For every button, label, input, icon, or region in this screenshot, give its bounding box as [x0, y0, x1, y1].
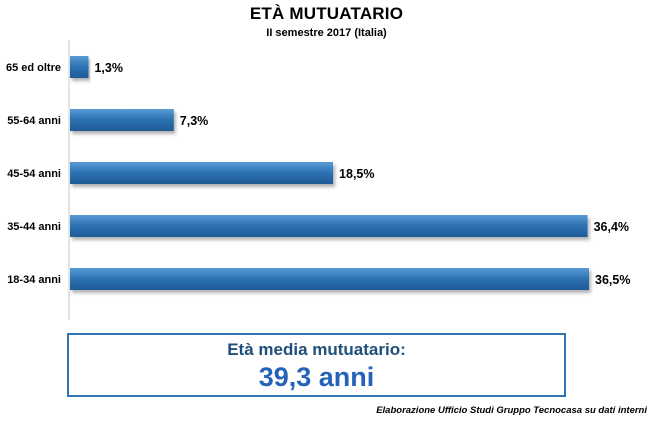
bar-18-34-anni [70, 268, 589, 290]
bar-35-44-anni [70, 215, 588, 237]
source-note: Elaborazione Ufficio Studi Gruppo Tecnoc… [376, 405, 647, 416]
value-label: 18,5% [339, 167, 374, 181]
average-age-box: Età media mutuatario: 39,3 anni [67, 333, 566, 397]
category-label: 45-54 anni [7, 168, 61, 180]
category-label: 35-44 anni [7, 221, 61, 233]
bar-chart: 65 ed oltre 1,3% 55-64 anni 7,3% 45-54 anni 1… [6, 40, 630, 320]
value-label: 1,3% [94, 61, 123, 75]
chart-subtitle: II semestre 2017 (Italia) [266, 27, 387, 39]
average-age-value: 39,3 anni [258, 362, 375, 392]
value-label: 36,5% [595, 273, 630, 287]
bar-55-64-anni [70, 109, 174, 131]
category-label: 65 ed oltre [6, 62, 61, 74]
chart-title: ETÀ MUTUATARIO [249, 4, 404, 23]
category-label: 55-64 anni [7, 115, 61, 127]
value-label: 7,3% [180, 114, 209, 128]
value-label: 36,4% [594, 220, 629, 234]
bar-45-54-anni [70, 162, 334, 184]
category-label: 18-34 anni [7, 274, 61, 286]
bar-65-ed-oltre [70, 56, 89, 78]
average-age-label: Età media mutuatario: [227, 340, 406, 359]
